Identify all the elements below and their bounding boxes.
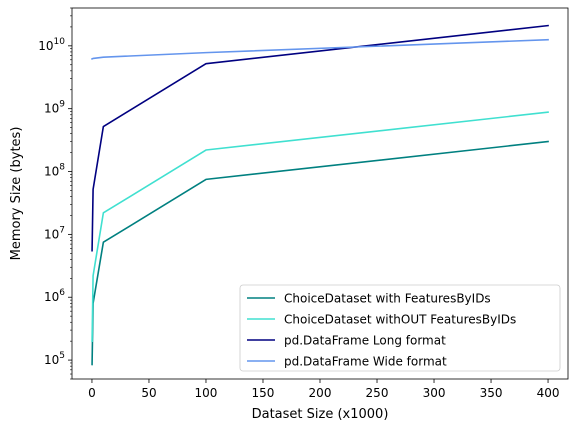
series-line-2 xyxy=(91,24,549,252)
y-tick-label: 108 xyxy=(44,163,65,179)
x-tick-label: 150 xyxy=(252,386,275,400)
y-tick-label-exponent: 5 xyxy=(59,351,65,361)
x-tick-label: 300 xyxy=(423,386,446,400)
legend: ChoiceDataset with FeaturesByIDs ChoiceDa… xyxy=(239,284,561,372)
x-tick-label: 200 xyxy=(309,386,332,400)
series-line-3 xyxy=(91,38,549,60)
legend-label: pd.DataFrame Long format xyxy=(284,334,446,348)
y-tick-label-exponent: 8 xyxy=(59,163,65,173)
y-tick-label-base: 10 xyxy=(44,165,59,179)
x-tick-label: 100 xyxy=(195,386,218,400)
x-tick-label: 0 xyxy=(88,386,96,400)
x-tick-label: 350 xyxy=(480,386,503,400)
y-tick-label-exponent: 7 xyxy=(59,225,65,235)
x-tick-label: 400 xyxy=(537,386,560,400)
y-tick-label: 109 xyxy=(44,100,65,116)
x-axis-ticks: 0 50 100 150 200 250 300 350 400 xyxy=(88,379,559,400)
y-tick-label-base: 10 xyxy=(44,290,59,304)
y-tick-label: 106 xyxy=(44,288,65,304)
legend-box xyxy=(239,284,561,372)
legend-label: ChoiceDataset with FeaturesByIDs xyxy=(284,292,491,306)
x-tick-label: 250 xyxy=(366,386,389,400)
x-axis-label: Dataset Size (x1000) xyxy=(252,407,389,422)
y-tick-label: 105 xyxy=(44,351,65,367)
y-tick-label-base: 10 xyxy=(44,353,59,367)
y-tick-label-exponent: 9 xyxy=(59,100,65,110)
y-tick-label: 107 xyxy=(44,225,65,241)
y-tick-label-exponent: 6 xyxy=(59,288,65,298)
y-tick-label: 1010 xyxy=(38,37,65,53)
y-axis-label: Memory Size (bytes) xyxy=(9,127,24,261)
y-tick-label-exponent: 10 xyxy=(54,37,66,47)
y-tick-label-base: 10 xyxy=(38,39,53,53)
x-tick-label: 50 xyxy=(141,386,156,400)
series-layer xyxy=(91,24,549,366)
y-tick-label-base: 10 xyxy=(44,227,59,241)
legend-label: ChoiceDataset withOUT FeaturesByIDs xyxy=(284,313,516,327)
y-tick-label-base: 10 xyxy=(44,102,59,116)
legend-label: pd.DataFrame Wide format xyxy=(284,355,447,369)
series-line-1 xyxy=(91,111,549,342)
